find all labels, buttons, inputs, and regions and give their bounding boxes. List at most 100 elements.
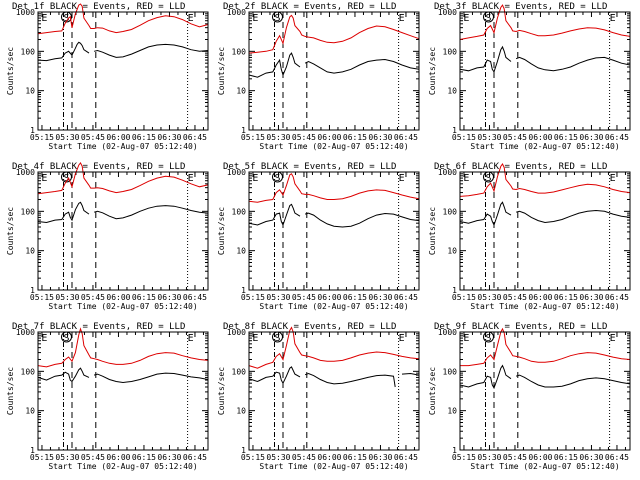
y-tick-label: 100 [232,367,247,376]
y-axis-label: Counts/sec [6,207,15,255]
panel-title: Det 9f BLACK = Events, RED = LLD [434,322,607,332]
x-tick-label: 06:15 [343,293,367,302]
panel-1: Det 1f BLACK = Events, RED = LLD 1 10 100 10… [6,2,209,151]
x-tick-label: 05:45 [503,453,527,462]
x-tick-label: 05:30 [477,293,501,302]
x-tick-label: 06:15 [132,453,156,462]
y-tick-label: 1 [452,446,457,455]
panel-title: Det 4f BLACK = Events, RED = LLD [12,162,185,172]
x-tick-label: 05:45 [81,293,105,302]
annotation-label: E [188,13,194,24]
x-axis-label: Start Time (02-Aug-07 05:12:40) [48,302,197,311]
x-tick-label: 05:15 [30,293,54,302]
series-line-events [459,45,631,74]
panel-title: Det 7f BLACK = Events, RED = LLD [12,322,185,332]
x-tick-label: 06:00 [317,133,341,142]
x-tick-label: 05:30 [55,293,79,302]
x-tick-label: 06:45 [183,453,207,462]
panel-title: Det 2f BLACK = Events, RED = LLD [223,2,396,12]
annotation-label: S [275,13,281,24]
y-tick-label: 100 [443,47,458,56]
x-tick-label: 06:45 [183,133,207,142]
x-tick-label: 05:15 [241,293,265,302]
y-tick-label: 10 [236,407,246,416]
y-tick-label: 1 [30,446,35,455]
annotation-label: E [41,13,47,24]
x-tick-label: 05:15 [30,133,54,142]
series-line-lld [37,327,209,368]
x-tick-label: 06:15 [554,133,578,142]
panel-6: Det 6f BLACK = Events, RED = LLD 1 10 100 10… [428,162,631,311]
panel-8: Det 8f BLACK = Events, RED = LLD 1 10 100 10… [217,322,420,471]
x-tick-label: 05:30 [266,293,290,302]
y-tick-label: 1000 [438,328,457,337]
x-tick-label: 05:15 [452,293,476,302]
y-tick-label: 10 [25,87,35,96]
y-tick-label: 1 [241,126,246,135]
x-tick-label: 06:45 [394,293,418,302]
series-line-events [248,52,420,78]
series-line-events [248,366,420,388]
panel-title: Det 6f BLACK = Events, RED = LLD [434,162,607,172]
x-tick-label: 06:45 [394,453,418,462]
y-tick-label: 1000 [16,328,35,337]
y-tick-label: 10 [236,247,246,256]
x-axis-label: Start Time (02-Aug-07 05:12:40) [48,462,197,471]
x-tick-label: 05:15 [30,453,54,462]
x-tick-label: 05:45 [503,293,527,302]
x-axis-label: Start Time (02-Aug-07 05:12:40) [470,302,619,311]
x-tick-label: 06:30 [579,293,603,302]
y-axis-label: Counts/sec [428,47,437,95]
y-tick-label: 1000 [227,328,246,337]
y-tick-label: 100 [443,207,458,216]
series-line-events [459,201,631,227]
y-axis-label: Counts/sec [428,367,437,415]
x-tick-label: 06:00 [317,293,341,302]
series-line-events [459,364,631,390]
x-tick-label: 05:45 [503,133,527,142]
annotation-label: E [399,173,405,184]
annotation-label: E [41,173,47,184]
annotation-label: S [64,13,70,24]
annotation-label: E [610,173,616,184]
x-tick-label: 06:00 [317,453,341,462]
x-tick-label: 05:45 [81,133,105,142]
y-axis-label: Counts/sec [6,367,15,415]
annotation-label: E [399,333,405,344]
x-tick-label: 06:00 [528,133,552,142]
x-tick-label: 06:15 [132,293,156,302]
annotation-label: E [188,333,194,344]
x-tick-label: 05:30 [266,133,290,142]
plot-frame [248,331,420,451]
panel-title: Det 8f BLACK = Events, RED = LLD [223,322,396,332]
panel-title: Det 3f BLACK = Events, RED = LLD [434,2,607,12]
series-line-lld [460,327,631,367]
x-tick-label: 05:30 [266,453,290,462]
x-axis-label: Start Time (02-Aug-07 05:12:40) [259,302,408,311]
y-axis-label: Counts/sec [428,207,437,255]
x-tick-label: 06:30 [157,453,181,462]
x-axis-label: Start Time (02-Aug-07 05:12:40) [259,462,408,471]
x-tick-label: 05:45 [81,453,105,462]
x-tick-label: 06:15 [554,293,578,302]
x-tick-label: 06:30 [579,453,603,462]
x-tick-label: 05:15 [452,453,476,462]
plot-frame [37,11,209,131]
y-tick-label: 1000 [16,168,35,177]
y-axis-label: Counts/sec [217,207,226,255]
series-line-lld [459,4,631,40]
series-line-lld [248,326,420,369]
series-line-lld [459,163,631,197]
panel-title: Det 1f BLACK = Events, RED = LLD [12,2,185,12]
y-tick-label: 1 [452,286,457,295]
x-tick-label: 05:15 [241,133,265,142]
y-tick-label: 100 [21,367,36,376]
annotation-label: E [610,333,616,344]
y-tick-label: 10 [25,407,35,416]
series-line-lld [248,14,420,54]
series-line-lld [37,161,209,195]
x-tick-label: 06:45 [605,293,629,302]
panel-7: Det 7f BLACK = Events, RED = LLD 1 10 100 10… [6,322,209,471]
x-tick-label: 05:45 [292,453,316,462]
